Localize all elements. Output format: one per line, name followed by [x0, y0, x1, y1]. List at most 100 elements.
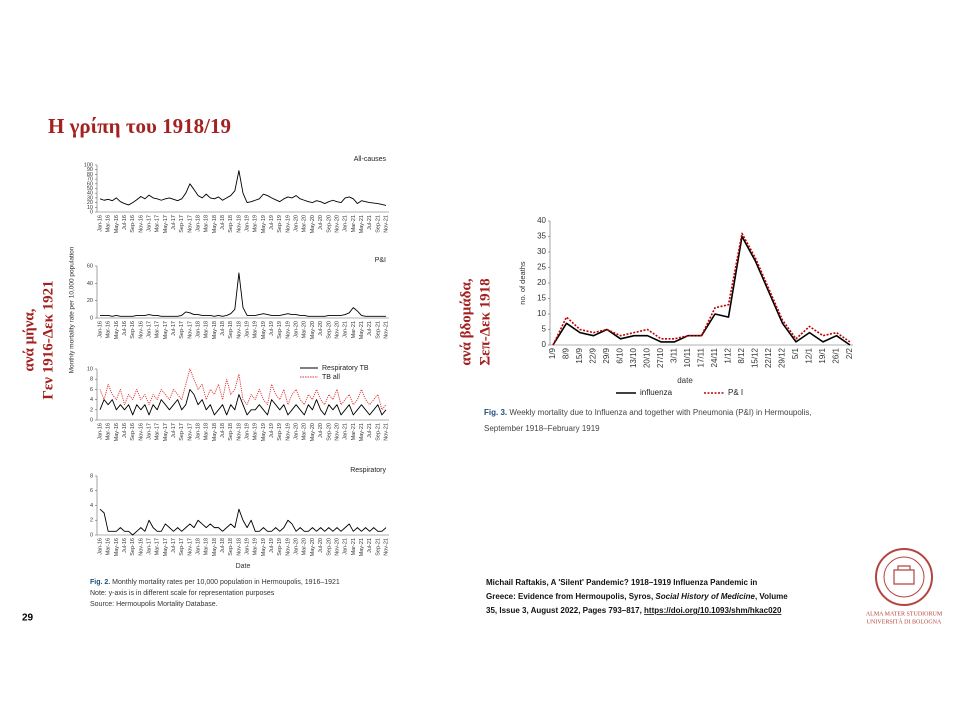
y-tick-label: 4 [90, 397, 93, 403]
x-tick-label: May-21 [359, 215, 365, 233]
x-tick-label: Mar-18 [204, 538, 210, 555]
x-tick-label: Mar-16 [106, 538, 112, 555]
x-tick-label: 3/11 [670, 347, 679, 363]
x-tick-label: Sep-19 [277, 423, 283, 441]
y-tick-label: 70 [87, 177, 93, 183]
x-tick-label: Jul-18 [220, 215, 226, 230]
x-tick-label: Jul-21 [367, 538, 373, 553]
x-tick-label: Sep-21 [375, 215, 381, 233]
legend-label: TB all [322, 374, 340, 381]
y-tick-label: 40 [87, 191, 93, 197]
x-tick-label: Jul-16 [122, 321, 128, 336]
y-tick-label: 6 [90, 488, 93, 494]
y-tick-label: 8 [90, 473, 93, 479]
logo: ALMA MATER STUDIORUM UNIVERSITÀ DI BOLOG… [866, 548, 943, 625]
x-tick-label: Jul-19 [269, 321, 275, 336]
legend-label: Respiratory TB [322, 365, 369, 372]
x-tick-label: 26/1 [832, 347, 841, 363]
legend-label: influenza [640, 388, 673, 397]
x-tick-label: May-21 [359, 321, 365, 339]
x-tick-label: Nov-16 [138, 423, 144, 441]
x-tick-label: Sep-16 [130, 423, 136, 441]
citation-line: Michail Raftakis, A 'Silent' Pandemic? 1… [486, 578, 757, 587]
x-tick-label: Nov-19 [285, 538, 291, 556]
x-tick-label: Mar-18 [204, 423, 210, 440]
x-tick-label: Sep-20 [326, 538, 332, 556]
right-caption: Fig. 3. Weekly mortality due to Influenz… [484, 408, 812, 417]
x-tick-label: Jan-16 [97, 215, 103, 232]
series-line [552, 232, 851, 346]
x-tick-label: Jan-16 [97, 321, 103, 338]
x-tick-label: Jul-18 [220, 321, 226, 336]
y-tick-label: 35 [537, 232, 546, 241]
x-tick-label: May-18 [212, 538, 218, 556]
x-tick-label: Jul-20 [318, 423, 324, 438]
x-tick-label: 29/9 [602, 347, 611, 363]
logo-line: ALMA MATER STUDIORUM [866, 611, 943, 617]
x-tick-label: 10/11 [683, 347, 692, 367]
x-tick-label: 19/1 [818, 347, 827, 363]
x-tick-label: 17/11 [697, 347, 706, 367]
x-tick-label: Mar-18 [204, 215, 210, 232]
x-tick-label: 27/10 [656, 347, 665, 368]
x-tick-label: Sep-20 [326, 423, 332, 441]
x-tick-label: Nov-16 [138, 321, 144, 339]
x-tick-label: Jul-18 [220, 423, 226, 438]
y-axis-label: Monthly mortality rate per 10,000 popula… [69, 246, 76, 373]
x-tick-label: Mar-16 [106, 215, 112, 232]
x-tick-label: Nov-19 [285, 423, 291, 441]
x-tick-label: Jan-17 [146, 423, 152, 440]
x-tick-label: Nov-20 [334, 423, 340, 441]
x-tick-label: 5/1 [791, 347, 800, 359]
y-tick-label: 2 [90, 407, 93, 413]
y-tick-label: 2 [90, 518, 93, 524]
x-tick-label: Nov-18 [236, 538, 242, 556]
y-tick-label: 20 [537, 278, 546, 287]
x-tick-label: 20/10 [643, 347, 652, 368]
x-tick-label: Sep-17 [179, 321, 185, 339]
x-tick-label: 24/11 [710, 347, 719, 367]
y-tick-label: 8 [90, 377, 93, 383]
x-tick-label: May-20 [310, 423, 316, 441]
x-tick-label: Mar-20 [302, 538, 308, 555]
panel-label: P&I [375, 257, 386, 264]
left-note: Note: y-axis is in different scale for r… [90, 590, 275, 597]
y-tick-label: 6 [90, 387, 93, 393]
y-tick-label: 0 [542, 340, 547, 349]
x-tick-label: May-17 [163, 215, 169, 233]
x-tick-label: Jan-21 [343, 321, 349, 338]
x-tick-label: Sep-19 [277, 215, 283, 233]
x-tick-label: Jul-21 [367, 215, 373, 230]
x-tick-label: Nov-16 [138, 538, 144, 556]
seal-inner [883, 556, 925, 598]
x-tick-label: Mar-16 [106, 423, 112, 440]
x-tick-label: Sep-19 [277, 321, 283, 339]
x-tick-label: 15/12 [751, 347, 760, 368]
x-tick-label: Mar-16 [106, 321, 112, 338]
x-tick-label: Jul-17 [171, 423, 177, 438]
x-tick-label: Jul-17 [171, 215, 177, 230]
y-tick-label: 10 [87, 366, 93, 372]
x-tick-label: Sep-20 [326, 215, 332, 233]
series-line [99, 508, 387, 536]
seal-emblem [893, 565, 915, 585]
x-tick-label: Jan-20 [294, 215, 300, 232]
x-tick-label: Mar-17 [155, 321, 161, 338]
panel-label: All-causes [354, 156, 387, 163]
x-tick-label: Nov-17 [187, 423, 193, 441]
x-tick-label: 2/2 [845, 347, 854, 359]
x-tick-label: Mar-21 [351, 215, 357, 232]
x-tick-label: Mar-19 [253, 538, 259, 555]
right-side-label: ανά βδομάδα, Σεπ-Δεκ 1918 [458, 278, 493, 365]
y-tick-label: 30 [537, 247, 546, 256]
x-tick-label: 22/12 [764, 347, 773, 368]
x-tick-label: May-21 [359, 423, 365, 441]
x-tick-label: Nov-21 [383, 321, 389, 339]
citation: Michail Raftakis, A 'Silent' Pandemic? 1… [486, 578, 788, 615]
x-tick-label: Sep-16 [130, 215, 136, 233]
x-tick-label: Jan-17 [146, 321, 152, 338]
x-tick-label: Jul-21 [367, 423, 373, 438]
side-line: Σεπ-Δεκ 1918 [477, 278, 493, 365]
y-tick-label: 90 [87, 167, 93, 173]
